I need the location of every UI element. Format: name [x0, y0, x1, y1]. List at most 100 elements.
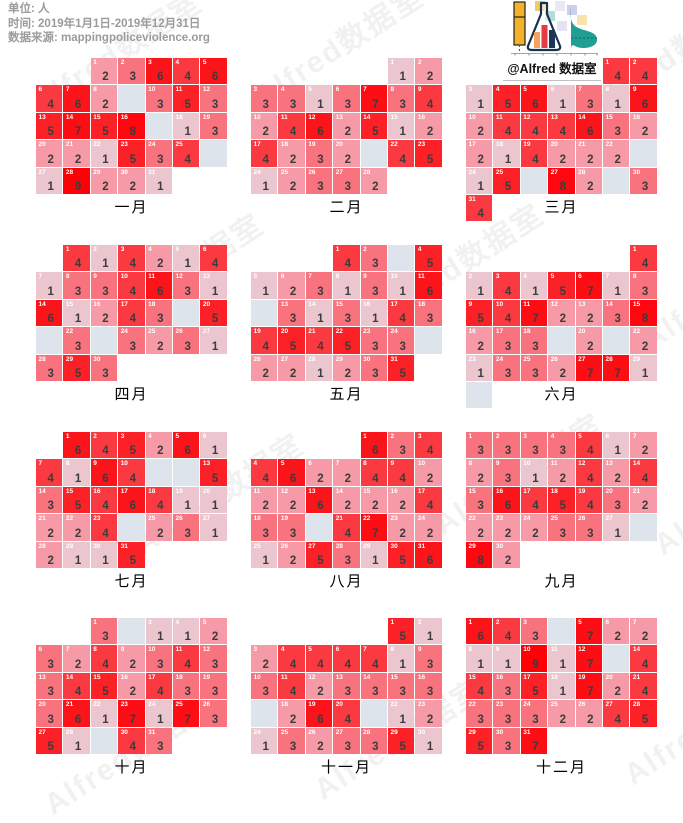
day-number: 1	[335, 246, 340, 253]
day-value: 3	[157, 98, 164, 111]
day-value: 5	[211, 313, 219, 326]
day-number: 30	[363, 355, 371, 363]
day-value: 4	[102, 527, 109, 540]
day-number: 14	[335, 487, 343, 495]
day-value: 3	[559, 527, 567, 540]
day-value: 3	[614, 313, 621, 326]
day-number: 5	[308, 646, 312, 654]
day-number: 12	[578, 646, 586, 654]
day-value: 1	[102, 713, 109, 726]
day-value: 3	[102, 285, 109, 298]
day-value: 4	[74, 686, 82, 699]
day-cell-empty	[90, 727, 118, 754]
day-value: 4	[504, 631, 512, 644]
day-value: 3	[157, 313, 164, 326]
day-value: 2	[426, 713, 434, 726]
day-number: 19	[202, 673, 211, 681]
day-value: 3	[532, 367, 539, 380]
day-cell: 15 8	[630, 299, 657, 327]
day-number: 6	[335, 86, 340, 94]
day-cell: 15 3	[333, 299, 360, 327]
day-cell: 28 2	[36, 541, 63, 568]
day-value: 1	[102, 153, 109, 166]
day-value: 2	[587, 313, 594, 326]
day-cell: 22 2	[630, 327, 657, 354]
day-cell: 10 9	[520, 645, 548, 672]
day-value: 1	[641, 367, 649, 380]
day-value: 1	[74, 472, 82, 485]
day-value: 5	[102, 686, 109, 699]
day-cell: 16 2	[630, 112, 657, 140]
alfred-logo-icon	[505, 0, 601, 56]
day-cell: 14 4	[630, 459, 657, 486]
day-value: 1	[47, 285, 54, 298]
day-value: 3	[102, 367, 109, 380]
day-number: 8	[335, 273, 340, 281]
day-number: 20	[38, 141, 46, 149]
day-cell: 20 1	[200, 486, 227, 514]
day-number: 20	[38, 701, 46, 709]
day-number: 22	[65, 515, 74, 523]
day-number: 23	[417, 701, 426, 709]
day-value: 3	[184, 285, 191, 298]
day-value: 2	[614, 153, 621, 166]
day-value: 4	[426, 445, 434, 458]
day-number: 25	[175, 141, 183, 149]
day-number: 25	[523, 355, 531, 363]
day-number: 16	[495, 487, 504, 495]
day-cell: 14 6	[575, 112, 602, 140]
day-cell: 18 3	[173, 672, 200, 700]
day-number: 2	[495, 619, 500, 626]
day-value: 1	[399, 713, 406, 726]
day-number: 30	[495, 728, 504, 736]
day-value: 4	[344, 713, 352, 726]
day-number: 7	[308, 273, 312, 281]
day-value: 2	[559, 153, 567, 166]
day-cell: 31 7	[520, 727, 548, 754]
day-cell: 15 5	[90, 112, 118, 140]
day-cell: 22 2	[63, 514, 90, 541]
day-cell: 13 6	[305, 486, 333, 514]
day-cell: 12 4	[520, 112, 548, 140]
day-number: 10	[120, 273, 128, 281]
day-cell: 12 4	[575, 459, 602, 486]
day-cell: 25 4	[173, 140, 200, 167]
day-number: 9	[468, 300, 473, 308]
day-value: 3	[129, 71, 137, 84]
day-number: 17	[523, 487, 531, 495]
day-number: 24	[148, 701, 156, 709]
day-number: 23	[390, 515, 398, 523]
day-cell-empty	[251, 299, 278, 327]
month-label: 九月	[544, 573, 579, 590]
day-number: 20	[578, 328, 586, 336]
day-number: 29	[335, 355, 343, 363]
day-number: 23	[495, 701, 504, 709]
day-value: 3	[504, 472, 512, 485]
month-label: 六月	[544, 386, 579, 403]
day-value: 2	[157, 340, 164, 353]
day-number: 7	[578, 86, 582, 94]
day-number: 14	[38, 300, 46, 308]
day-number: 20	[335, 141, 343, 149]
day-value: 4	[344, 527, 352, 540]
day-value: 5	[211, 472, 219, 485]
day-value: 1	[477, 658, 484, 671]
day-number: 10	[253, 673, 261, 681]
day-number: 30	[495, 542, 504, 550]
day-cell: 28 5	[630, 700, 657, 727]
day-number: 13	[335, 673, 343, 681]
day-cell-empty	[388, 245, 415, 272]
day-value: 3	[532, 445, 539, 458]
day-value: 4	[317, 658, 324, 671]
day-cell-empty	[173, 459, 200, 486]
day-number: 16	[120, 113, 128, 121]
